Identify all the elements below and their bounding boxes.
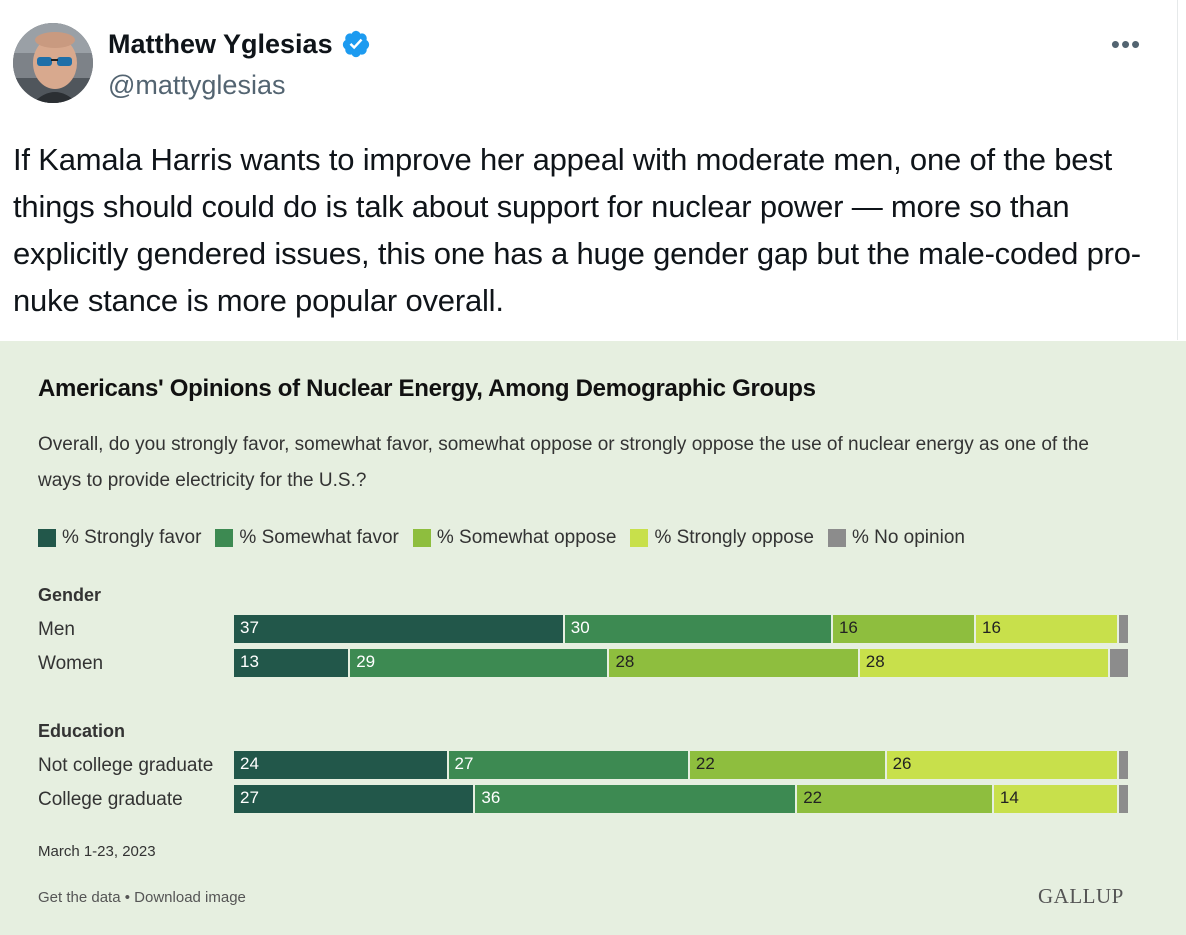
display-name[interactable]: Matthew Yglesias [108,26,371,62]
data-label: 13 [240,652,259,671]
data-label: 27 [454,754,474,773]
data-label: 37 [240,618,259,637]
legend-swatch [215,529,234,547]
legend-swatch [630,529,649,547]
row-label-not-college-graduate: Not college graduate [38,755,214,776]
data-label: 29 [356,652,376,671]
tweet-media-image[interactable]: Americans' Opinions of Nuclear Energy, A… [0,341,1186,935]
legend-label: % Somewhat favor [239,527,399,548]
bar-segment-no-opinion [1119,751,1128,779]
bar-segment-somewhat-favor: 30 [564,615,833,643]
legend-item-no-opinion: % No opinion [827,527,965,549]
data-label: 28 [615,652,635,671]
bar-segment-strongly-oppose: 14 [993,785,1120,813]
user-handle[interactable]: @mattyglesias [108,70,286,100]
data-label: 36 [481,788,501,807]
legend-label: % Somewhat oppose [436,527,617,548]
row-label-college-graduate: College graduate [38,789,183,810]
bar-segment-strongly-favor: 27 [234,785,476,813]
avatar[interactable] [13,23,93,103]
display-name-text[interactable]: Matthew Yglesias [108,29,333,59]
chart-legend: % Strongly favor % Somewhat favor % Some… [38,527,979,549]
bar-segment-no-opinion [1110,649,1128,677]
bar-segment-strongly-favor: 13 [234,649,351,677]
bar-segment-somewhat-oppose: 22 [797,785,994,813]
legend-label: % No opinion [851,527,965,548]
data-label: 28 [865,652,885,671]
bar-segment-somewhat-favor: 29 [350,649,610,677]
legend-swatch [38,529,56,547]
data-label: 14 [999,788,1019,807]
bar-segment-somewhat-oppose: 22 [689,751,887,779]
chart-footer-links: Get the data • Download image [38,889,246,906]
verified-badge-icon [342,30,369,58]
stacked-bar-women: 13 29 28 28 [234,649,1128,677]
timeline-border [1177,0,1178,340]
download-image-link[interactable]: Download image [134,889,246,906]
stacked-bar-not-college-graduate: 24 27 22 26 [234,751,1128,779]
data-label: 30 [570,618,590,637]
data-label: 16 [981,618,1001,637]
chart-title: Americans' Opinions of Nuclear Energy, A… [38,375,816,402]
legend-item-strongly-favor: % Strongly favor [38,527,201,549]
row-label-women: Women [38,653,104,674]
survey-date: March 1-23, 2023 [38,843,156,860]
bar-segment-strongly-favor: 24 [234,751,449,779]
data-label: 16 [838,618,858,637]
bar-segment-strongly-oppose: 16 [975,615,1120,643]
group-label-education: Education [38,721,126,741]
bar-segment-no-opinion [1119,615,1128,643]
data-label: 22 [803,788,823,807]
legend-item-somewhat-oppose: % Somewhat oppose [412,527,617,549]
bar-segment-somewhat-oppose: 16 [832,615,976,643]
get-the-data-link[interactable]: Get the data [38,889,121,906]
legend-label: % Strongly oppose [654,527,814,548]
bar-segment-somewhat-oppose: 28 [609,649,860,677]
chart-subtitle: Overall, do you strongly favor, somewhat… [38,434,1089,491]
legend-item-somewhat-favor: % Somewhat favor [215,527,399,549]
bar-segment-no-opinion [1119,785,1128,813]
stacked-bar-college-graduate: 27 36 22 14 [234,785,1128,813]
more-options-icon[interactable]: ••• [1110,28,1142,59]
data-label: 27 [240,788,259,807]
legend-swatch [412,529,431,547]
tweet-text: If Kamala Harris wants to improve her ap… [13,142,1141,318]
avatar-image [13,23,93,103]
footer-separator: • [124,889,130,906]
legend-item-strongly-oppose: % Strongly oppose [630,527,814,549]
bar-segment-strongly-oppose: 26 [886,751,1120,779]
bar-segment-somewhat-favor: 36 [475,785,798,813]
legend-swatch [827,529,846,547]
bar-segment-strongly-oppose: 28 [859,649,1111,677]
bar-segment-strongly-favor: 37 [234,615,565,643]
legend-label: % Strongly favor [62,527,202,548]
group-label-gender: Gender [38,585,102,605]
bar-segment-somewhat-favor: 27 [448,751,690,779]
stacked-bar-men: 37 30 16 16 [234,615,1128,643]
data-label: 26 [892,754,912,773]
data-label: 24 [240,754,259,773]
gallup-logo: GALLUP [1038,884,1124,908]
row-label-men: Men [38,619,75,640]
data-label: 22 [695,754,715,773]
